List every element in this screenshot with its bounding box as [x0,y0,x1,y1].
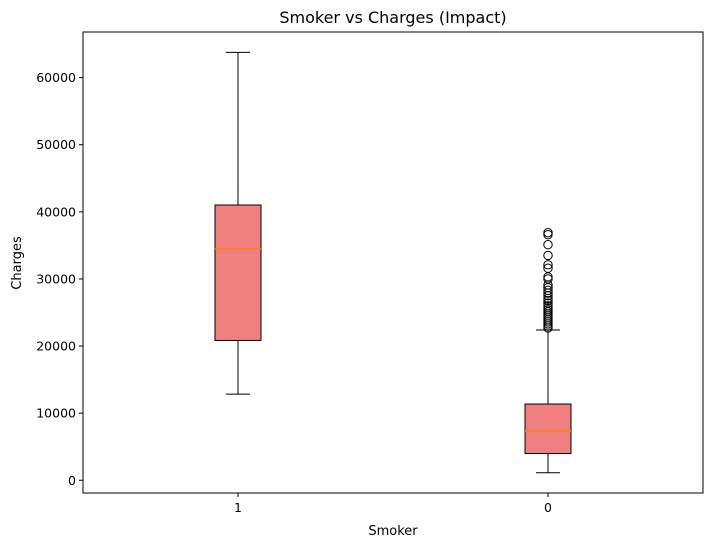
chart-title: Smoker vs Charges (Impact) [279,8,506,27]
y-tick-label: 0 [68,473,76,488]
y-tick-label: 40000 [36,204,76,219]
outlier-point [543,240,553,250]
outlier-point [543,260,553,270]
outlier-point [543,298,553,308]
y-tick-label: 30000 [36,271,76,286]
x-axis-label: Smoker [368,524,418,539]
x-tick-label: 0 [544,500,552,515]
y-axis-label: Charges [10,236,25,290]
outlier-point [543,301,553,311]
axes-layer: 0 10000 20000 30000 40000 50000 60000 1 0 [36,70,552,515]
box-group-0 [524,227,572,474]
outlier-point [543,227,553,238]
box-iqr [524,403,572,454]
y-tick-label: 50000 [36,137,76,152]
outlier-point [543,250,553,261]
x-tick-label: 1 [234,500,242,515]
y-tick-label: 10000 [36,406,76,421]
outlier-point [543,229,553,240]
outlier-point [543,272,553,282]
outlier-point [543,263,553,273]
boxes-layer [214,51,572,474]
box-iqr [214,204,262,341]
outlier-point [543,274,553,284]
y-tick-label: 60000 [36,70,76,85]
y-tick-label: 20000 [36,339,76,354]
box-group-1 [214,51,262,395]
plot-frame [82,31,704,494]
outlier-point [543,285,553,296]
